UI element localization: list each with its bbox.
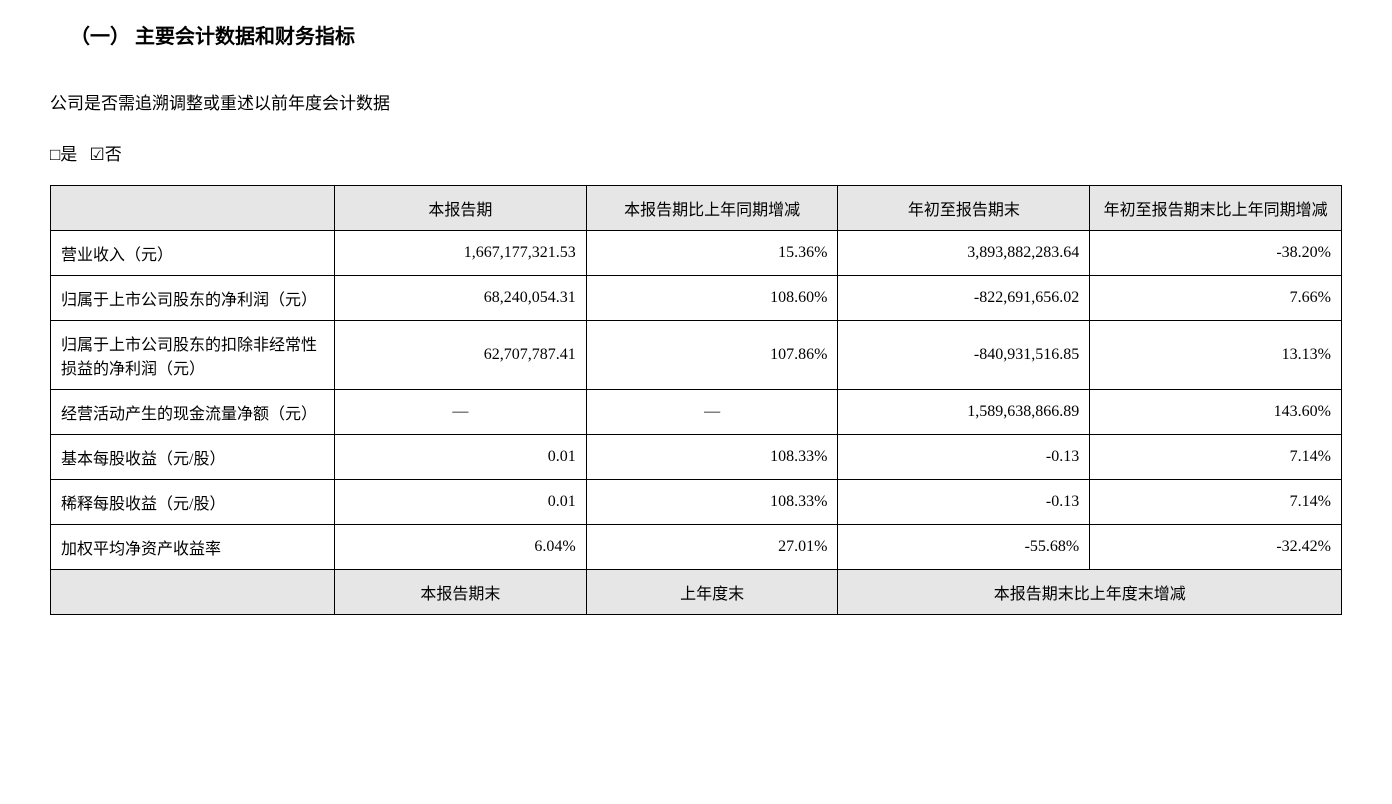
row-value-change: 107.86% — [586, 320, 838, 389]
footer-header-blank — [51, 569, 335, 614]
row-value-ytd-change: -38.20% — [1090, 230, 1342, 275]
row-value-ytd: -840,931,516.85 — [838, 320, 1090, 389]
row-label: 基本每股收益（元/股） — [51, 434, 335, 479]
table-row: 基本每股收益（元/股）0.01108.33%-0.137.14% — [51, 434, 1342, 479]
footer-header-period-end: 本报告期末 — [335, 569, 587, 614]
row-value-current: 62,707,787.41 — [335, 320, 587, 389]
row-label: 稀释每股收益（元/股） — [51, 479, 335, 524]
footer-header-change: 本报告期末比上年度末增减 — [838, 569, 1342, 614]
restatement-question: 公司是否需追溯调整或重述以前年度会计数据 — [50, 89, 1342, 120]
row-value-change: 108.33% — [586, 479, 838, 524]
row-value-current: 6.04% — [335, 524, 587, 569]
row-value-ytd-change: 7.14% — [1090, 434, 1342, 479]
table-row: 加权平均净资产收益率6.04%27.01%-55.68%-32.42% — [51, 524, 1342, 569]
row-value-change: — — [586, 389, 838, 434]
section-heading: （一） 主要会计数据和财务指标 — [50, 20, 1342, 49]
row-value-ytd-change: 7.66% — [1090, 275, 1342, 320]
checkbox-yes: □是 — [50, 145, 77, 164]
row-label: 归属于上市公司股东的净利润（元） — [51, 275, 335, 320]
row-label: 营业收入（元） — [51, 230, 335, 275]
footer-header-prev-year-end: 上年度末 — [586, 569, 838, 614]
header-blank — [51, 185, 335, 230]
header-current-period: 本报告期 — [335, 185, 587, 230]
row-label: 归属于上市公司股东的扣除非经常性损益的净利润（元） — [51, 320, 335, 389]
row-value-change: 15.36% — [586, 230, 838, 275]
table-header-row: 本报告期 本报告期比上年同期增减 年初至报告期末 年初至报告期末比上年同期增减 — [51, 185, 1342, 230]
row-value-ytd-change: 13.13% — [1090, 320, 1342, 389]
row-value-change: 27.01% — [586, 524, 838, 569]
financial-data-table: 本报告期 本报告期比上年同期增减 年初至报告期末 年初至报告期末比上年同期增减 … — [50, 185, 1342, 615]
table-row: 稀释每股收益（元/股）0.01108.33%-0.137.14% — [51, 479, 1342, 524]
row-value-current: — — [335, 389, 587, 434]
row-value-ytd: -0.13 — [838, 434, 1090, 479]
row-value-ytd-change: 7.14% — [1090, 479, 1342, 524]
row-value-current: 0.01 — [335, 479, 587, 524]
table-row: 经营活动产生的现金流量净额（元）——1,589,638,866.89143.60… — [51, 389, 1342, 434]
row-value-ytd: -55.68% — [838, 524, 1090, 569]
row-value-current: 1,667,177,321.53 — [335, 230, 587, 275]
row-value-ytd: 1,589,638,866.89 — [838, 389, 1090, 434]
header-period-change: 本报告期比上年同期增减 — [586, 185, 838, 230]
row-value-ytd: 3,893,882,283.64 — [838, 230, 1090, 275]
row-value-current: 0.01 — [335, 434, 587, 479]
table-footer-header-row: 本报告期末上年度末本报告期末比上年度末增减 — [51, 569, 1342, 614]
row-label: 经营活动产生的现金流量净额（元） — [51, 389, 335, 434]
row-value-ytd: -0.13 — [838, 479, 1090, 524]
checkbox-no: ☑否 — [90, 145, 122, 164]
row-value-change: 108.33% — [586, 434, 838, 479]
table-row: 归属于上市公司股东的净利润（元）68,240,054.31108.60%-822… — [51, 275, 1342, 320]
row-value-ytd: -822,691,656.02 — [838, 275, 1090, 320]
row-value-change: 108.60% — [586, 275, 838, 320]
header-ytd: 年初至报告期末 — [838, 185, 1090, 230]
row-value-ytd-change: 143.60% — [1090, 389, 1342, 434]
table-row: 营业收入（元）1,667,177,321.5315.36%3,893,882,2… — [51, 230, 1342, 275]
row-value-current: 68,240,054.31 — [335, 275, 587, 320]
header-ytd-change: 年初至报告期末比上年同期增减 — [1090, 185, 1342, 230]
table-row: 归属于上市公司股东的扣除非经常性损益的净利润（元）62,707,787.4110… — [51, 320, 1342, 389]
row-value-ytd-change: -32.42% — [1090, 524, 1342, 569]
row-label: 加权平均净资产收益率 — [51, 524, 335, 569]
checkbox-row: □是 ☑否 — [50, 140, 1342, 165]
